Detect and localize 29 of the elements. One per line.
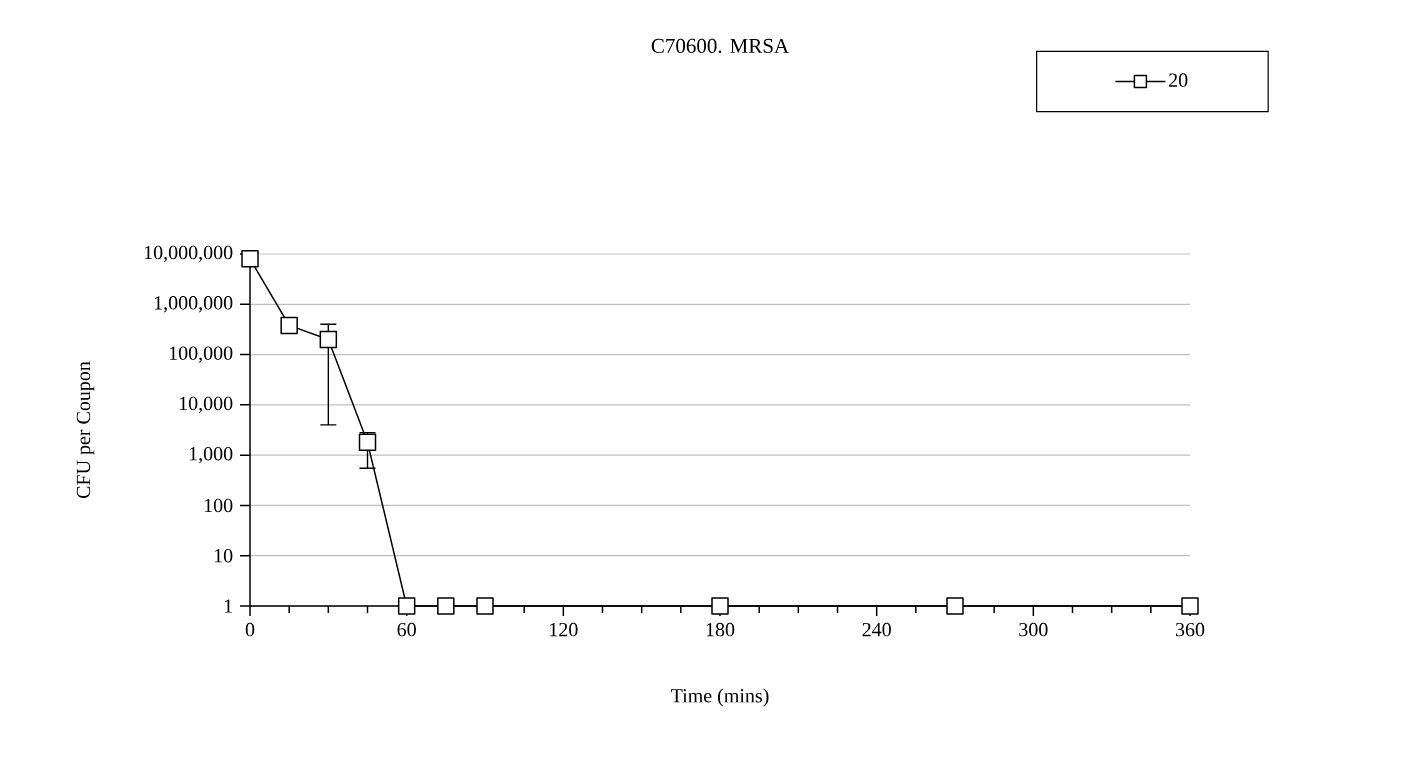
legend-label: 20: [1169, 73, 1188, 87]
x-tick-label: 0: [245, 622, 255, 637]
x-tick-label: 360: [1175, 622, 1205, 637]
x-tick-label: 300: [1019, 622, 1048, 637]
x-tick-label: 120: [550, 622, 578, 637]
x-tick-label: 60: [397, 622, 416, 637]
point: [241, 250, 259, 268]
y-tick-label: 1,000: [189, 446, 233, 464]
x-tick-label: 180: [706, 622, 735, 637]
point: [946, 597, 964, 615]
y-tick-label: 10: [214, 548, 233, 563]
point: [437, 597, 455, 615]
point: [319, 330, 338, 349]
point: [1181, 597, 1199, 615]
y-tick-label: 10,000,000: [144, 245, 233, 263]
y-tick-label: 100,000: [169, 346, 233, 363]
y-tick-label: 1: [224, 599, 232, 613]
point: [397, 597, 416, 615]
y-axis-title: CFU per Coupon: [76, 361, 95, 499]
point: [280, 316, 298, 335]
x-tick-label: 240: [862, 622, 891, 637]
chart-title: C70600. MRSA: [651, 38, 789, 54]
point: [476, 597, 494, 615]
y-tick-label: 100: [204, 498, 233, 513]
point: [711, 597, 729, 615]
y-tick-label: 10,000: [179, 396, 233, 414]
point: [358, 433, 377, 452]
y-tick-label: 1,000,000: [154, 296, 233, 313]
x-axis-title: Time (mins): [671, 688, 769, 707]
